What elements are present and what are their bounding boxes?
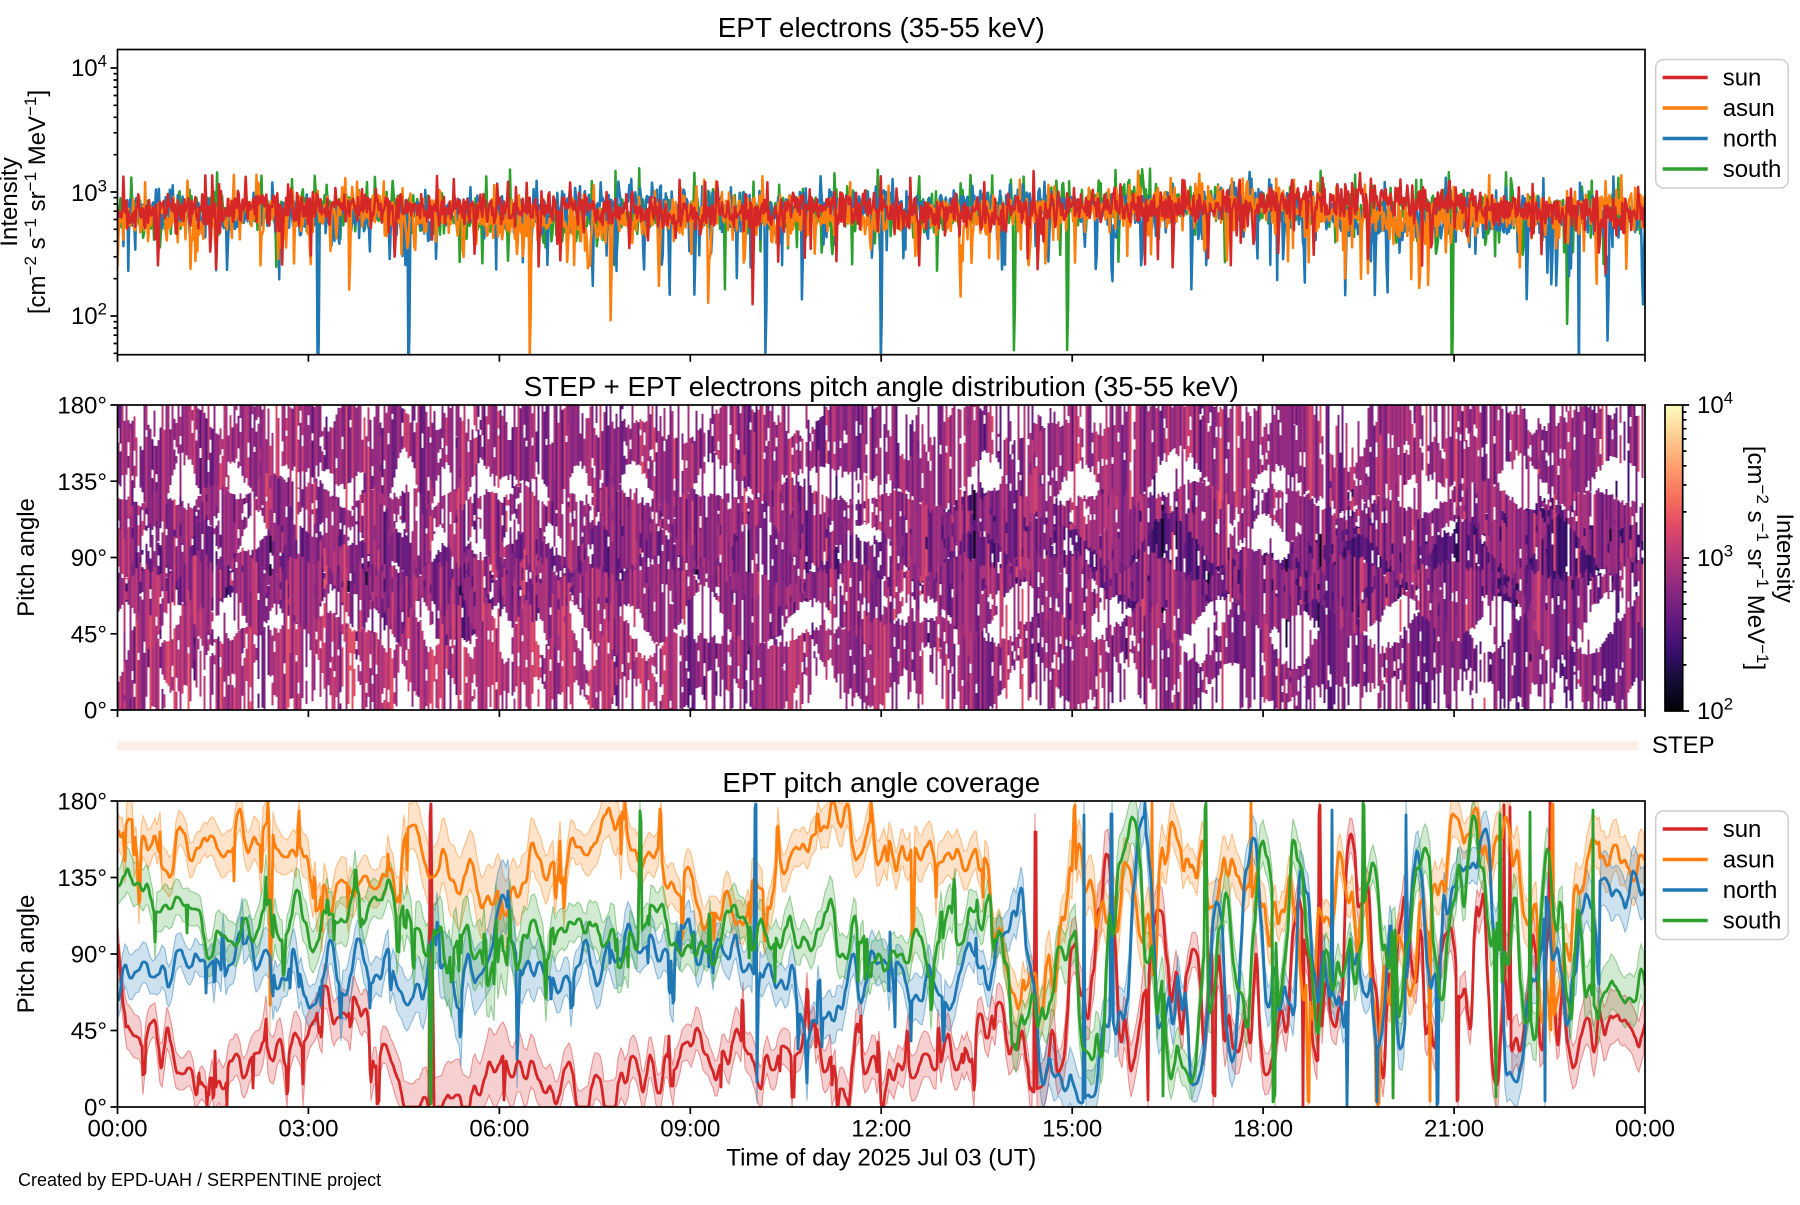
svg-text:0°: 0°: [84, 698, 107, 725]
svg-text:21:00: 21:00: [1424, 1116, 1484, 1143]
svg-text:135°: 135°: [57, 469, 107, 496]
svg-text:90°: 90°: [71, 942, 107, 969]
svg-text:09:00: 09:00: [660, 1116, 720, 1143]
svg-text:15:00: 15:00: [1042, 1116, 1102, 1143]
svg-text:102: 102: [71, 300, 107, 330]
svg-text:north: north: [1723, 126, 1778, 153]
svg-text:135°: 135°: [57, 865, 107, 892]
svg-text:00:00: 00:00: [1615, 1116, 1675, 1143]
svg-text:STEP: STEP: [1652, 732, 1715, 759]
svg-text:[cm−2 s−1 sr−1 MeV−1]: [cm−2 s−1 sr−1 MeV−1]: [1742, 446, 1772, 670]
svg-text:Pitch angle: Pitch angle: [13, 895, 40, 1014]
svg-text:18:00: 18:00: [1233, 1116, 1293, 1143]
svg-text:0°: 0°: [84, 1095, 107, 1122]
svg-text:Intensity: Intensity: [1771, 513, 1798, 602]
svg-text:Created by EPD-UAH / SERPENTIN: Created by EPD-UAH / SERPENTINE project: [18, 1170, 381, 1190]
svg-text:EPT pitch angle coverage: EPT pitch angle coverage: [722, 767, 1040, 798]
svg-text:asun: asun: [1723, 847, 1775, 874]
svg-text:sun: sun: [1723, 65, 1762, 92]
svg-text:asun: asun: [1723, 95, 1775, 122]
svg-text:[cm−2 s−1 sr−1 MeV−1]: [cm−2 s−1 sr−1 MeV−1]: [21, 90, 51, 314]
svg-text:12:00: 12:00: [851, 1116, 911, 1143]
svg-text:Intensity: Intensity: [0, 157, 23, 246]
svg-text:45°: 45°: [71, 621, 107, 648]
svg-text:180°: 180°: [57, 789, 107, 816]
svg-text:03:00: 03:00: [278, 1116, 338, 1143]
svg-text:180°: 180°: [57, 393, 107, 420]
svg-text:45°: 45°: [71, 1018, 107, 1045]
svg-text:south: south: [1723, 156, 1782, 183]
svg-text:Pitch angle: Pitch angle: [13, 498, 40, 617]
svg-text:north: north: [1723, 877, 1778, 904]
svg-text:south: south: [1723, 908, 1782, 935]
svg-text:sun: sun: [1723, 816, 1762, 843]
svg-text:06:00: 06:00: [469, 1116, 529, 1143]
svg-text:00:00: 00:00: [87, 1116, 147, 1143]
svg-text:Time of day 2025 Jul 03 (UT): Time of day 2025 Jul 03 (UT): [726, 1145, 1036, 1172]
svg-text:90°: 90°: [71, 545, 107, 572]
svg-text:STEP + EPT electrons pitch ang: STEP + EPT electrons pitch angle distrib…: [524, 371, 1239, 402]
svg-text:EPT electrons (35-55 keV): EPT electrons (35-55 keV): [718, 12, 1045, 43]
